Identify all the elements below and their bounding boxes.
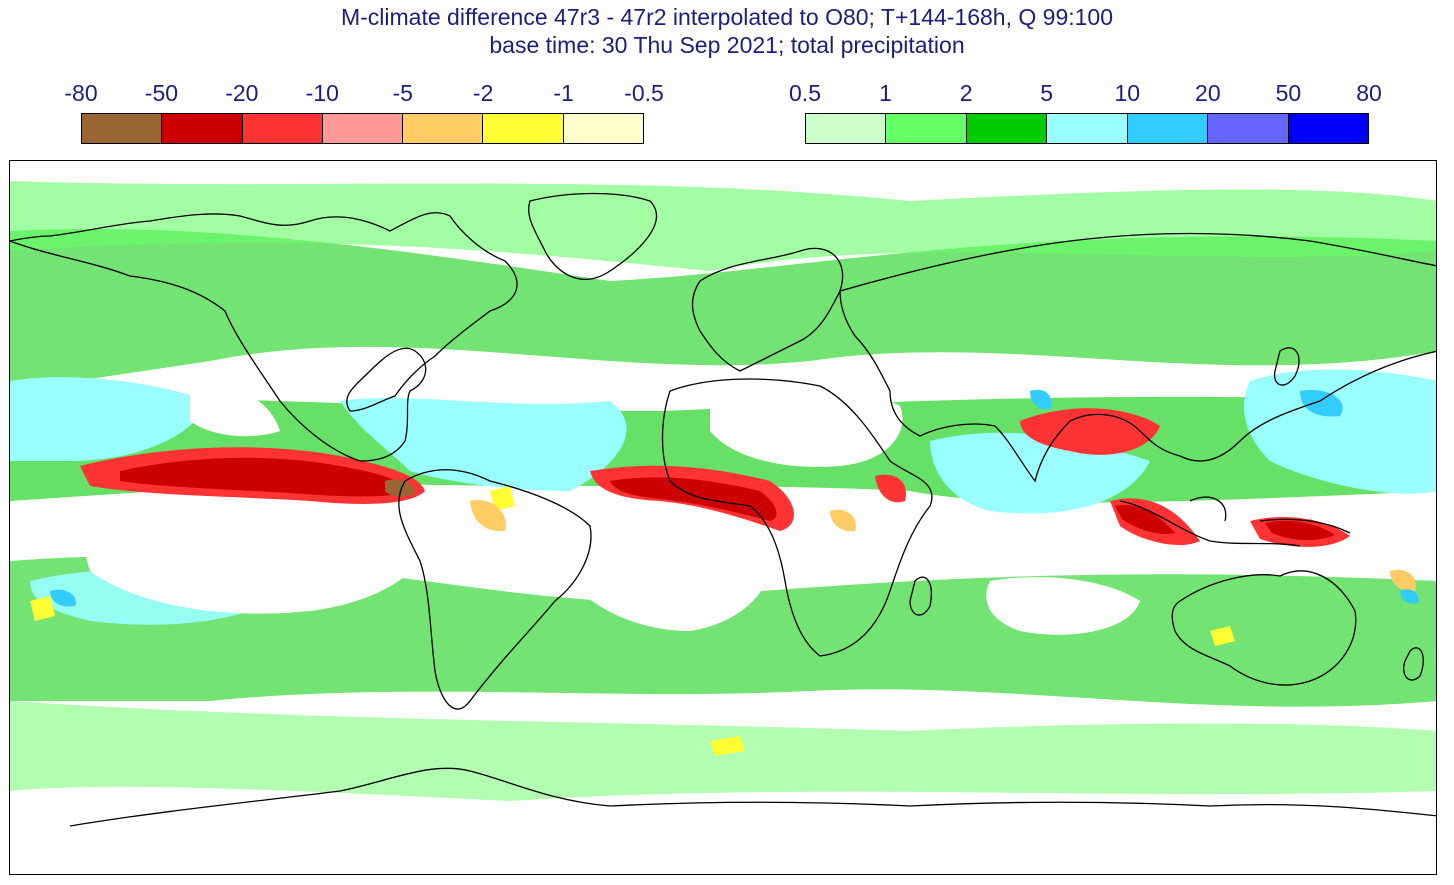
legend-swatch xyxy=(1127,114,1209,143)
legend-label: -2 xyxy=(472,80,494,106)
coast-africa xyxy=(661,378,933,657)
legend-swatch xyxy=(563,114,643,143)
legend-positive: 0.5 1 2 5 10 20 50 80 xyxy=(789,80,1382,150)
coast-south-america xyxy=(398,469,592,710)
coast-indonesia xyxy=(1119,496,1301,547)
legend-swatch xyxy=(1288,114,1368,143)
map-panel xyxy=(9,160,1437,875)
field-darkred-itcz-pacific xyxy=(120,457,410,497)
legend-label: 80 xyxy=(1356,80,1382,106)
field-white-npacific xyxy=(190,388,280,437)
coast-asia xyxy=(839,232,1436,483)
precipitation-field xyxy=(10,181,1436,801)
coast-japan xyxy=(1273,347,1300,386)
legend-label: -10 xyxy=(305,80,339,106)
legend-label: -5 xyxy=(392,80,413,106)
legend-label: 20 xyxy=(1195,80,1221,106)
field-lightgreen-north xyxy=(10,181,1436,271)
legend-label: 2 xyxy=(959,80,973,106)
legend-negative-colorbar xyxy=(81,113,644,144)
legend-label: 5 xyxy=(1040,80,1054,106)
legend-swatch xyxy=(403,114,484,143)
legend-negative: -80 -50 -20 -10 -5 -2 -1 -0.5 xyxy=(64,80,664,150)
legend-swatch xyxy=(242,114,323,143)
coast-north-america xyxy=(10,212,518,462)
coast-greenland xyxy=(528,192,657,280)
legend-swatch xyxy=(1047,114,1128,143)
legend-swatch xyxy=(806,114,887,143)
legend-positive-labels: 0.5 1 2 5 10 20 50 80 xyxy=(789,80,1382,110)
legend-swatch xyxy=(82,114,163,143)
field-cyan-westpacific xyxy=(1244,369,1436,494)
field-white-sindian xyxy=(986,577,1140,635)
field-brown-panama xyxy=(385,479,415,497)
legend-label: -1 xyxy=(553,80,574,106)
legend-label: -0.5 xyxy=(624,80,664,106)
coast-europe xyxy=(691,247,844,372)
legend-swatch xyxy=(483,114,564,143)
field-white-sahara xyxy=(710,382,903,467)
field-white-sepacific xyxy=(84,500,432,614)
coast-madagascar xyxy=(909,576,932,616)
field-darkred-itcz-atlantic xyxy=(610,477,777,521)
field-green-north xyxy=(10,229,1436,391)
legend-positive-colorbar xyxy=(805,113,1369,144)
chart-subtitle: base time: 30 Thu Sep 2021; total precip… xyxy=(489,32,965,58)
field-darkred-newguinea xyxy=(1265,520,1335,541)
legend-label: 0.5 xyxy=(789,80,821,106)
field-darkred-sumatra xyxy=(1115,505,1175,535)
legend-label: 50 xyxy=(1275,80,1302,106)
legend-negative-labels: -80 -50 -20 -10 -5 -2 -1 -0.5 xyxy=(64,80,663,110)
legend-swatch xyxy=(322,114,404,143)
legend-swatch xyxy=(966,114,1048,143)
field-cyan-eastpacific xyxy=(10,377,210,461)
chart-title: M-climate difference 47r3 - 47r2 interpo… xyxy=(340,4,1114,30)
legend-label: -50 xyxy=(144,80,179,106)
legend-label: 10 xyxy=(1114,80,1141,106)
legend-swatch xyxy=(1208,114,1289,143)
legend-label: -20 xyxy=(225,80,259,106)
legend-label: 1 xyxy=(879,80,892,106)
field-red-eafrica xyxy=(875,474,906,503)
precipitation-map xyxy=(10,181,1436,827)
field-cyan-atlantic xyxy=(340,398,627,491)
legend-swatch xyxy=(162,114,243,143)
legend-swatch xyxy=(886,114,967,143)
field-white-satlantic xyxy=(561,510,772,631)
coast-newguinea xyxy=(1259,518,1351,534)
coast-newzealand xyxy=(1403,647,1424,681)
coastlines xyxy=(10,192,1436,827)
legend-label: -80 xyxy=(64,80,98,106)
coast-antarctica xyxy=(69,767,1436,827)
coast-australia xyxy=(1171,570,1357,686)
